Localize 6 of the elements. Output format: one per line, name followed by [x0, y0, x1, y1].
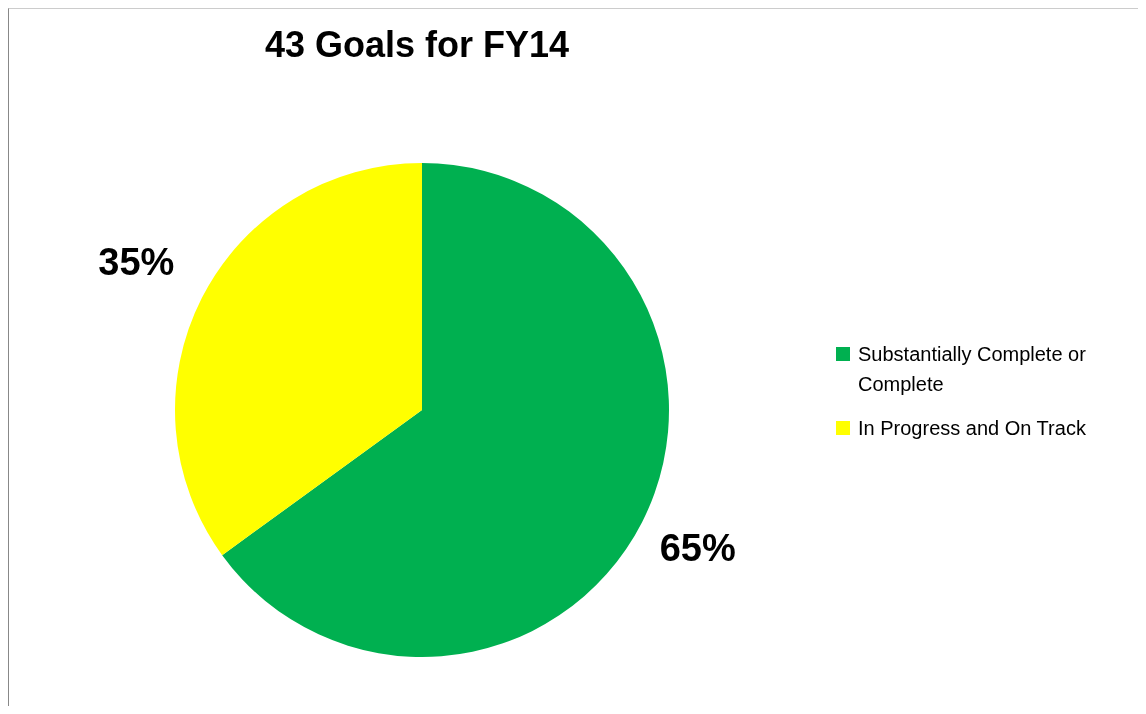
- legend-label: In Progress and On Track: [858, 416, 1086, 441]
- data-label: 35%: [98, 240, 175, 283]
- legend-label: Substantially Complete or Complete: [858, 342, 1087, 397]
- pie-slice: [175, 163, 422, 556]
- chart-title: 43 Goals for FY14: [263, 24, 571, 66]
- data-label: 65%: [659, 527, 736, 570]
